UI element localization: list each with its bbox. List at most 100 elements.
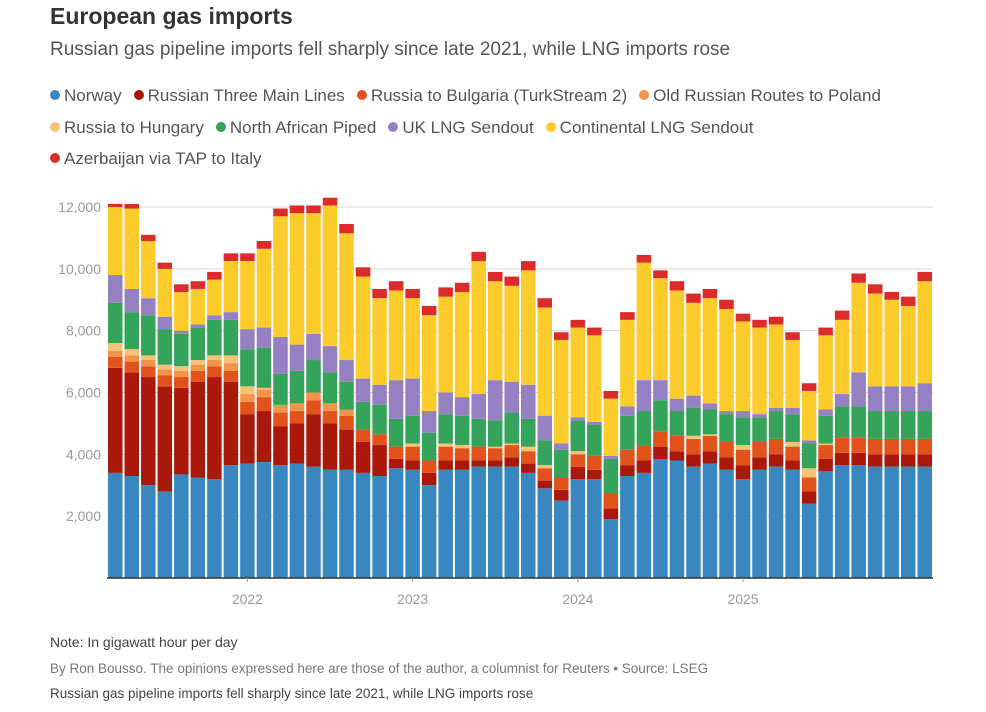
bar-segment [207, 279, 222, 316]
bar-segment [322, 197, 338, 206]
bar-segment [421, 432, 437, 461]
bar-segment [801, 443, 817, 469]
bar-segment [207, 355, 222, 361]
bar-segment [124, 203, 140, 209]
bar-segment [454, 282, 470, 293]
bar-segment [917, 271, 932, 282]
bar-segment [851, 452, 866, 466]
bar-segment [240, 401, 255, 415]
bar-segment [273, 426, 288, 466]
bar-segment [388, 458, 404, 469]
bar-segment [388, 418, 404, 447]
bar-segment [405, 443, 420, 447]
bar-segment [818, 458, 833, 472]
bar-segment [141, 241, 156, 299]
bar-segment [900, 305, 916, 387]
bar-segment [141, 355, 156, 361]
bar-segment [867, 438, 883, 455]
bar-segment [504, 381, 519, 413]
legend-label: Azerbaijan via TAP to Italy [64, 149, 262, 168]
bar-segment [438, 469, 453, 578]
bar-segment [801, 468, 817, 478]
bar-segment [818, 335, 833, 410]
bar-segment [653, 431, 668, 447]
legend-item: Old Russian Routes to Poland [639, 80, 881, 112]
bar-segment [273, 336, 288, 374]
bar-segment [256, 389, 272, 398]
bar-segment [801, 390, 817, 441]
bar-segment [735, 417, 751, 446]
bar-segment [372, 434, 387, 446]
bar-segment [289, 370, 305, 404]
bar-segment [504, 457, 519, 467]
bar-segment [256, 411, 272, 463]
bar-segment [141, 360, 156, 367]
bar-segment [554, 489, 569, 501]
bar-segment [818, 415, 833, 444]
bar-segment [504, 445, 519, 458]
bar-segment [190, 288, 206, 325]
y-tick-label: 4,000 [66, 446, 101, 462]
bar-segment [157, 262, 173, 269]
bar-segment [702, 434, 718, 436]
bar-segment [884, 438, 899, 455]
legend-item: North African Piped [215, 112, 376, 144]
bar-segment [752, 457, 767, 470]
bar-segment [141, 485, 156, 578]
bar-segment [570, 454, 586, 467]
bar-segment [240, 386, 255, 395]
bar-segment [306, 466, 321, 578]
bar-segment [190, 281, 206, 289]
bar-segment [289, 463, 305, 578]
bar-segment [141, 234, 156, 242]
chart-legend: Norway Russian Three Main Lines Russia to … [50, 80, 910, 175]
bar-segment [471, 394, 486, 419]
bar-segment [653, 458, 668, 578]
bar-segment [454, 415, 470, 446]
bar-segment [438, 296, 453, 393]
bar-segment [372, 404, 387, 435]
bar-segment [570, 451, 586, 455]
bar-segment [454, 460, 470, 470]
bar-segment [487, 460, 503, 467]
bar-segment [157, 364, 173, 370]
bar-segment [504, 466, 519, 578]
bar-segment [124, 312, 140, 350]
bar-segment [587, 421, 602, 425]
bar-segment [768, 438, 784, 455]
bar-segment [587, 335, 602, 422]
bar-segment [521, 472, 536, 578]
bar-segment [322, 372, 338, 404]
bar-segment [669, 398, 685, 412]
bar-segment [339, 469, 354, 578]
bar-segment [454, 469, 470, 578]
bar-segment [719, 457, 734, 470]
bar-segment [554, 477, 569, 490]
bar-segment [157, 329, 173, 365]
bar-segment [190, 327, 206, 361]
bar-segment [636, 380, 652, 412]
bar-segment [554, 449, 569, 478]
bar-segment [322, 411, 338, 424]
bar-segment [801, 477, 817, 492]
bar-segment [735, 313, 751, 322]
bar-segment [587, 469, 602, 480]
bar-segment [256, 387, 272, 390]
legend-swatch [356, 90, 367, 100]
legend-item: Norway [50, 80, 122, 112]
bar-segment [421, 460, 437, 473]
bar-segment [636, 254, 652, 263]
bar-segment [785, 441, 800, 447]
bar-segment [108, 207, 123, 276]
bar-segment [306, 392, 321, 401]
bar-segment [900, 466, 916, 578]
bar-segment [867, 284, 883, 294]
bar-segment [157, 491, 173, 578]
bar-segment [504, 412, 519, 444]
bar-segment [537, 298, 553, 308]
bar-segment [834, 394, 850, 407]
bar-segment [669, 451, 685, 461]
legend-swatch [388, 121, 399, 132]
bar-segment [454, 397, 470, 416]
bar-segment [587, 424, 602, 456]
